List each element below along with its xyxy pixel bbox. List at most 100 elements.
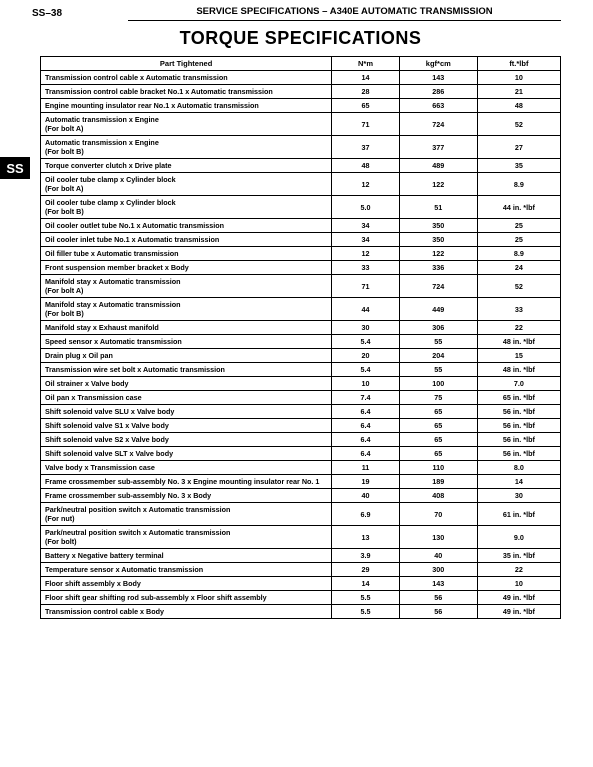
cell-ft: 33 (477, 298, 560, 321)
page-number: SS–38 (32, 8, 62, 19)
cell-ft: 65 in. *lbf (477, 391, 560, 405)
cell-part: Manifold stay x Automatic transmission(F… (41, 275, 332, 298)
cell-ft: 8.9 (477, 173, 560, 196)
section-tab: SS (0, 157, 30, 179)
cell-kg: 143 (399, 577, 477, 591)
table-row: Floor shift assembly x Body1414310 (41, 577, 561, 591)
cell-kg: 306 (399, 321, 477, 335)
table-row: Oil filler tube x Automatic transmission… (41, 247, 561, 261)
cell-part: Park/neutral position switch x Automatic… (41, 526, 332, 549)
cell-ft: 48 in. *lbf (477, 335, 560, 349)
cell-part: Front suspension member bracket x Body (41, 261, 332, 275)
table-row: Manifold stay x Automatic transmission(F… (41, 298, 561, 321)
cell-nm: 44 (332, 298, 400, 321)
table-row: Park/neutral position switch x Automatic… (41, 503, 561, 526)
cell-part: Manifold stay x Automatic transmission(F… (41, 298, 332, 321)
cell-part: Engine mounting insulator rear No.1 x Au… (41, 99, 332, 113)
table-row: Transmission control cable bracket No.1 … (41, 85, 561, 99)
cell-nm: 5.4 (332, 335, 400, 349)
cell-part: Floor shift assembly x Body (41, 577, 332, 591)
cell-kg: 724 (399, 275, 477, 298)
table-row: Battery x Negative battery terminal3.940… (41, 549, 561, 563)
cell-kg: 55 (399, 363, 477, 377)
cell-ft: 27 (477, 136, 560, 159)
cell-nm: 3.9 (332, 549, 400, 563)
cell-kg: 110 (399, 461, 477, 475)
cell-nm: 12 (332, 247, 400, 261)
cell-kg: 65 (399, 419, 477, 433)
cell-part: Frame crossmember sub-assembly No. 3 x B… (41, 489, 332, 503)
table-row: Valve body x Transmission case111108.0 (41, 461, 561, 475)
cell-nm: 30 (332, 321, 400, 335)
cell-nm: 71 (332, 113, 400, 136)
cell-part: Torque converter clutch x Drive plate (41, 159, 332, 173)
table-row: Temperature sensor x Automatic transmiss… (41, 563, 561, 577)
cell-kg: 300 (399, 563, 477, 577)
cell-part: Shift solenoid valve SLU x Valve body (41, 405, 332, 419)
table-row: Manifold stay x Automatic transmission(F… (41, 275, 561, 298)
cell-nm: 6.4 (332, 405, 400, 419)
table-row: Automatic transmission x Engine(For bolt… (41, 136, 561, 159)
cell-ft: 35 in. *lbf (477, 549, 560, 563)
cell-nm: 33 (332, 261, 400, 275)
cell-ft: 25 (477, 219, 560, 233)
cell-kg: 377 (399, 136, 477, 159)
cell-ft: 24 (477, 261, 560, 275)
table-row: Oil cooler inlet tube No.1 x Automatic t… (41, 233, 561, 247)
cell-ft: 30 (477, 489, 560, 503)
cell-kg: 70 (399, 503, 477, 526)
cell-nm: 65 (332, 99, 400, 113)
cell-nm: 6.4 (332, 447, 400, 461)
col-part: Part Tightened (41, 57, 332, 71)
cell-part: Valve body x Transmission case (41, 461, 332, 475)
cell-ft: 9.0 (477, 526, 560, 549)
cell-part: Temperature sensor x Automatic transmiss… (41, 563, 332, 577)
cell-part: Shift solenoid valve S1 x Valve body (41, 419, 332, 433)
table-row: Floor shift gear shifting rod sub-assemb… (41, 591, 561, 605)
cell-ft: 49 in. *lbf (477, 591, 560, 605)
col-nm: N*m (332, 57, 400, 71)
cell-nm: 6.9 (332, 503, 400, 526)
cell-part: Automatic transmission x Engine(For bolt… (41, 136, 332, 159)
table-header-row: Part Tightened N*m kgf*cm ft.*lbf (41, 57, 561, 71)
table-row: Oil cooler outlet tube No.1 x Automatic … (41, 219, 561, 233)
cell-ft: 56 in. *lbf (477, 405, 560, 419)
cell-kg: 130 (399, 526, 477, 549)
cell-ft: 56 in. *lbf (477, 419, 560, 433)
cell-part: Shift solenoid valve S2 x Valve body (41, 433, 332, 447)
torque-table: Part Tightened N*m kgf*cm ft.*lbf Transm… (40, 56, 561, 619)
table-row: Engine mounting insulator rear No.1 x Au… (41, 99, 561, 113)
cell-nm: 29 (332, 563, 400, 577)
cell-part: Manifold stay x Exhaust manifold (41, 321, 332, 335)
cell-kg: 122 (399, 247, 477, 261)
cell-ft: 14 (477, 475, 560, 489)
cell-nm: 11 (332, 461, 400, 475)
cell-nm: 6.4 (332, 419, 400, 433)
table-row: Transmission wire set bolt x Automatic t… (41, 363, 561, 377)
page-title: TORQUE SPECIFICATIONS (40, 28, 561, 49)
cell-kg: 204 (399, 349, 477, 363)
table-row: Front suspension member bracket x Body33… (41, 261, 561, 275)
cell-kg: 408 (399, 489, 477, 503)
cell-kg: 56 (399, 591, 477, 605)
cell-nm: 34 (332, 219, 400, 233)
cell-nm: 40 (332, 489, 400, 503)
cell-ft: 56 in. *lbf (477, 433, 560, 447)
cell-nm: 5.4 (332, 363, 400, 377)
cell-kg: 336 (399, 261, 477, 275)
cell-kg: 56 (399, 605, 477, 619)
table-row: Drain plug x Oil pan2020415 (41, 349, 561, 363)
cell-part: Oil cooler outlet tube No.1 x Automatic … (41, 219, 332, 233)
cell-nm: 28 (332, 85, 400, 99)
cell-kg: 122 (399, 173, 477, 196)
table-row: Shift solenoid valve S1 x Valve body6.46… (41, 419, 561, 433)
col-ftlbf: ft.*lbf (477, 57, 560, 71)
cell-part: Oil filler tube x Automatic transmission (41, 247, 332, 261)
torque-table-wrap: Part Tightened N*m kgf*cm ft.*lbf Transm… (40, 56, 561, 619)
cell-nm: 14 (332, 71, 400, 85)
cell-part: Transmission control cable x Body (41, 605, 332, 619)
cell-ft: 22 (477, 563, 560, 577)
cell-ft: 49 in. *lbf (477, 605, 560, 619)
cell-ft: 52 (477, 113, 560, 136)
cell-nm: 20 (332, 349, 400, 363)
